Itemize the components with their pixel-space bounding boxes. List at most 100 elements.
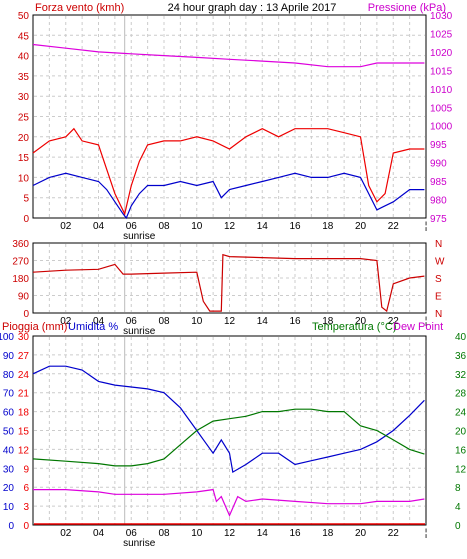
temperature-tick-label: 4 xyxy=(455,502,461,513)
pressure-tick-label: 1000 xyxy=(430,122,453,133)
humidity-tick-label: 10 xyxy=(3,502,15,513)
wind-axis-label: Forza vento (kmh) xyxy=(35,2,124,14)
humidity-tick-label: 40 xyxy=(3,445,15,456)
temperature-tick-label: 28 xyxy=(455,389,467,400)
wind-panel-frame xyxy=(32,14,427,219)
gridlines xyxy=(34,16,425,524)
x-tick-label: 02 xyxy=(60,528,72,539)
compass-tick-label: N xyxy=(435,239,442,250)
wind-tick-label: 25 xyxy=(18,113,30,124)
temperature-axis-label: Temperatura (°C) xyxy=(312,321,396,333)
x-tick-label: 10 xyxy=(191,316,203,327)
x-end-tick: ¦ xyxy=(425,221,428,232)
pressure-tick-label: 975 xyxy=(430,214,447,225)
humidity-tick-label: 80 xyxy=(3,370,15,381)
humidity-tick-label: 20 xyxy=(3,483,15,494)
rain-tick-label: 12 xyxy=(18,445,30,456)
humidity-tick-label: 70 xyxy=(3,389,15,400)
rain-tick-label: 30 xyxy=(18,332,30,343)
wind-tick-label: 40 xyxy=(18,52,30,63)
x-tick-label: 08 xyxy=(158,221,170,232)
direction-panel-frame xyxy=(32,242,427,314)
dewpoint-line xyxy=(33,488,425,518)
x-tick-label: 22 xyxy=(388,528,400,539)
wind-line xyxy=(32,172,425,220)
rain-tick-label: 18 xyxy=(18,408,30,419)
humidity-tick-label: 60 xyxy=(3,408,15,419)
temperature-line xyxy=(32,408,425,467)
compass-tick-label: W xyxy=(435,257,445,268)
wind-tick-label: 45 xyxy=(18,31,30,42)
humidity-axis-label: Umidita % xyxy=(68,321,118,333)
pressure-axis-label: Pressione (kPa) xyxy=(368,2,446,14)
humidity-line xyxy=(32,365,425,474)
wind-tick-label: 20 xyxy=(18,133,30,144)
x-tick-label: 12 xyxy=(224,528,236,539)
rain-tick-label: 21 xyxy=(18,389,30,400)
rain-tick-label: 15 xyxy=(18,427,30,438)
pressure-tick-label: 1005 xyxy=(430,103,453,114)
pressure-tick-label: 990 xyxy=(430,159,447,170)
sunrise-label: sunrise xyxy=(123,231,156,242)
x-tick-label: 08 xyxy=(158,528,170,539)
x-tick-label: 18 xyxy=(322,528,334,539)
rain-tick-label: 6 xyxy=(23,483,29,494)
x-tick-label: 16 xyxy=(289,528,301,539)
pressure-tick-label: 1010 xyxy=(430,85,453,96)
rain-tick-label: 3 xyxy=(23,502,29,513)
temperature-tick-label: 40 xyxy=(455,332,467,343)
humidity-tick-label: 100 xyxy=(0,332,14,343)
x-tick-label: 18 xyxy=(322,316,334,327)
pressure-line xyxy=(32,43,425,68)
dewpoint-axis-label: Dew Point xyxy=(393,321,443,333)
pressure-tick-label: 1015 xyxy=(430,66,453,77)
pressure-tick-label: 980 xyxy=(430,196,447,207)
x-tick-label: 20 xyxy=(355,221,367,232)
temperature-tick-label: 32 xyxy=(455,370,467,381)
x-tick-label: 12 xyxy=(224,316,236,327)
gust-line xyxy=(32,127,425,216)
temperature-tick-label: 12 xyxy=(455,464,467,475)
x-tick-label: 10 xyxy=(191,221,203,232)
x-tick-label: 18 xyxy=(322,221,334,232)
pressure-tick-label: 1025 xyxy=(430,29,453,40)
temperature-tick-label: 16 xyxy=(455,445,467,456)
rain-tick-label: 27 xyxy=(18,351,30,362)
wind-tick-label: 30 xyxy=(18,92,30,103)
x-tick-label: 04 xyxy=(93,221,105,232)
x-tick-label: 12 xyxy=(224,221,236,232)
rain-tick-label: 24 xyxy=(18,370,30,381)
direction-line xyxy=(32,253,425,313)
x-tick-label: 04 xyxy=(93,316,105,327)
wind-tick-label: 35 xyxy=(18,72,30,83)
humidity-tick-label: 30 xyxy=(3,464,15,475)
series-lines xyxy=(32,43,425,525)
rain-tick-label: 9 xyxy=(23,464,29,475)
pressure-tick-label: 1020 xyxy=(430,48,453,59)
x-tick-label: 14 xyxy=(257,528,269,539)
sunrise-label: sunrise xyxy=(123,538,156,549)
direction-tick-label: 180 xyxy=(12,274,29,285)
wind-tick-label: 0 xyxy=(23,214,29,225)
x-tick-label: 14 xyxy=(257,221,269,232)
rain-axis-label: Pioggia (mm) xyxy=(2,321,67,333)
humidity-tick-label: 90 xyxy=(3,351,15,362)
wind-tick-label: 5 xyxy=(23,194,29,205)
direction-tick-label: 360 xyxy=(12,239,29,250)
direction-tick-label: 270 xyxy=(12,257,29,268)
x-tick-label: 02 xyxy=(60,316,72,327)
x-tick-label: 20 xyxy=(355,316,367,327)
wind-tick-label: 10 xyxy=(18,173,30,184)
wind-tick-label: 15 xyxy=(18,153,30,164)
x-end-tick: ¦ xyxy=(425,528,428,539)
x-tick-label: 04 xyxy=(93,528,105,539)
temperature-tick-label: 0 xyxy=(455,521,461,532)
x-end-tick: ¦ xyxy=(425,316,428,327)
x-tick-label: 06 xyxy=(126,221,138,232)
pressure-tick-label: 985 xyxy=(430,177,447,188)
x-tick-label: 14 xyxy=(257,316,269,327)
climate-panel-frame xyxy=(32,335,427,526)
x-tick-label: 22 xyxy=(388,316,400,327)
chart-title: 24 hour graph day : 13 Aprile 2017 xyxy=(168,2,337,14)
